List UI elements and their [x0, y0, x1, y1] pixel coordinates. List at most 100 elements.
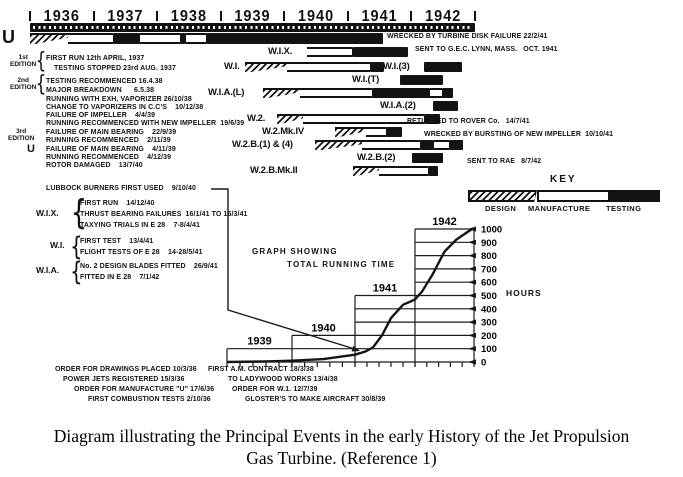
event-line: FAILURE OF IMPELLER 4/4/39	[46, 112, 156, 119]
bottom-note: GLOSTER'S TO MAKE AIRCRAFT 30/8/39	[245, 396, 386, 403]
brace-icon: {	[70, 232, 83, 262]
timeline-year-separator	[474, 11, 476, 21]
manufacture-bar-segment	[366, 127, 386, 137]
left-arrow-icon	[468, 292, 476, 299]
bottom-note: ORDER FOR MANUFACTURE "U" 17/6/36	[74, 386, 215, 393]
testing-bar-segment	[442, 88, 453, 98]
testing-bar-segment	[180, 33, 186, 44]
bottom-note: FIRST COMBUSTION TESTS 2/10/36	[88, 396, 211, 403]
bar-annotation: SENT TO G.E.C. LYNN, MASS. OCT. 1941	[415, 46, 558, 53]
timeline-year-1938: 1938	[170, 8, 208, 26]
testing-bar-segment	[372, 88, 430, 98]
engine-label-7: W.2.	[247, 113, 266, 124]
graph-ytick-label: 0	[481, 358, 486, 369]
graph-ytick-label: 500	[481, 291, 497, 302]
event-line: FIRST TEST 13/4/41	[80, 238, 154, 245]
event-line: RUNNING WITH EXH. VAPORIZER 26/10/38	[46, 96, 192, 103]
event-line: THRUST BEARING FAILURES 16/1/41 TO 16/3/…	[80, 211, 248, 218]
left-arrow-icon	[468, 279, 476, 285]
design-bar-segment	[30, 33, 68, 44]
left-arrow-icon	[468, 253, 476, 259]
manufacture-bar-segment	[362, 140, 420, 150]
timeline-year-separator	[29, 11, 31, 21]
event-line: TESTING STOPPED 23rd AUG. 1937	[54, 65, 177, 72]
testing-bar-segment	[352, 47, 408, 57]
testing-bar-segment	[206, 33, 383, 44]
timeline-year-separator	[219, 11, 222, 21]
manufacture-bar-segment	[434, 140, 449, 150]
event-group-label: 2nd EDITION	[10, 77, 37, 91]
event-line: MAJOR BREAKDOWN 6.5.38	[46, 87, 155, 94]
left-arrow-icon	[468, 239, 476, 245]
left-arrow-icon	[468, 319, 476, 325]
key-title: KEY	[550, 174, 577, 185]
graph-ytick-label: 100	[481, 344, 497, 355]
graph-title-line1: GRAPH SHOWING	[252, 247, 338, 256]
left-arrow-icon	[468, 306, 476, 312]
event-line: FLIGHT TESTS OF E 28 14-28/5/41	[80, 249, 203, 256]
event-line: No. 2 DESIGN BLADES FITTED 26/9/41	[80, 263, 218, 270]
event-group-label: W.I.X.	[36, 208, 59, 218]
engine-label-2: W.I.	[224, 61, 240, 72]
graph-hours-label: HOURS	[506, 288, 542, 298]
timeline-year-1939: 1939	[234, 8, 271, 26]
testing-bar-segment	[449, 140, 463, 150]
bar-annotation: RETURNED TO ROVER Co. 14/7/41	[407, 118, 530, 125]
engine-label-11: W.2.B.Mk.II	[250, 165, 298, 176]
graph-year-label: 1940	[311, 322, 335, 334]
key-label-testing: TESTING	[606, 204, 642, 213]
timeline-ruler-bar	[30, 23, 475, 32]
testing-bar-segment	[113, 33, 140, 44]
event-line: ROTOR DAMAGED 13/7/40	[46, 162, 143, 169]
event-line: RUNNING RECOMMENCED WITH NEW IMPELLER 19…	[46, 120, 245, 127]
key-manufacture-swatch	[537, 190, 610, 202]
event-group-label: U	[27, 143, 35, 155]
bottom-note: ORDER FOR DRAWINGS PLACED 10/3/36	[55, 366, 197, 373]
key-testing-swatch	[610, 190, 660, 202]
design-bar-segment	[277, 114, 303, 124]
engine-label-0: U	[2, 27, 15, 47]
bar-annotation: SENT TO RAE 8/7/42	[467, 158, 542, 165]
graph-year-label: 1941	[373, 283, 397, 295]
graph-ytick-label: 600	[481, 278, 497, 289]
testing-bar-segment	[424, 62, 462, 72]
left-arrow-icon	[468, 346, 476, 352]
graph-ytick-label: 700	[481, 264, 497, 275]
brace-icon: {	[70, 193, 87, 233]
design-bar-segment	[353, 166, 379, 176]
timeline-year-separator	[410, 11, 413, 21]
event-group-label: 1st EDITION	[10, 54, 37, 68]
left-arrow-icon	[468, 359, 476, 365]
manufacture-bar-segment	[379, 166, 428, 176]
event-line: TESTING RECOMMENCED 16.4.38	[46, 78, 163, 85]
timeline-year-1937: 1937	[107, 8, 144, 26]
left-arrow-icon	[468, 266, 476, 272]
manufacture-bar-segment	[68, 33, 113, 44]
testing-bar-segment	[370, 62, 384, 72]
testing-bar-segment	[412, 153, 443, 163]
graph-ytick-label: 800	[481, 251, 497, 262]
testing-bar-segment	[420, 140, 434, 150]
manufacture-bar-segment	[430, 88, 442, 98]
timeline-year-1940: 1940	[297, 8, 335, 26]
event-line: LUBBOCK BURNERS FIRST USED 9/10/40	[46, 185, 196, 192]
bottom-note: POWER JETS REGISTERED 15/3/36	[63, 376, 185, 383]
engine-label-5: W.I.A.(L)	[208, 87, 245, 98]
event-line: FIRST RUN 14/12/40	[80, 200, 155, 207]
caption-line1: Diagram illustrating the Principal Event…	[53, 426, 630, 446]
testing-bar-segment	[433, 101, 458, 111]
graph-ytick-label: 400	[481, 304, 497, 315]
bottom-note: FIRST A.M. CONTRACT 18/3/38	[208, 366, 314, 373]
brace-icon: {	[70, 257, 83, 287]
graph-year-label: 1939	[247, 336, 271, 348]
graph-title-line2: TOTAL RUNNING TIME	[287, 260, 396, 269]
engine-label-4: W.I.(T)	[352, 74, 380, 85]
event-line: FITTED IN E 28 7/1/42	[80, 274, 160, 281]
engine-label-8: W.2.Mk.IV	[262, 126, 305, 137]
event-group-label: 3rd EDITION	[8, 128, 35, 142]
event-line: FIRST RUN 12th APRIL, 1937	[46, 55, 145, 62]
graph-year-label: 1942	[432, 216, 456, 228]
event-line: CHANGE TO VAPORIZERS IN C.C'S 10/12/38	[46, 104, 204, 111]
timeline-year-separator	[283, 11, 286, 21]
